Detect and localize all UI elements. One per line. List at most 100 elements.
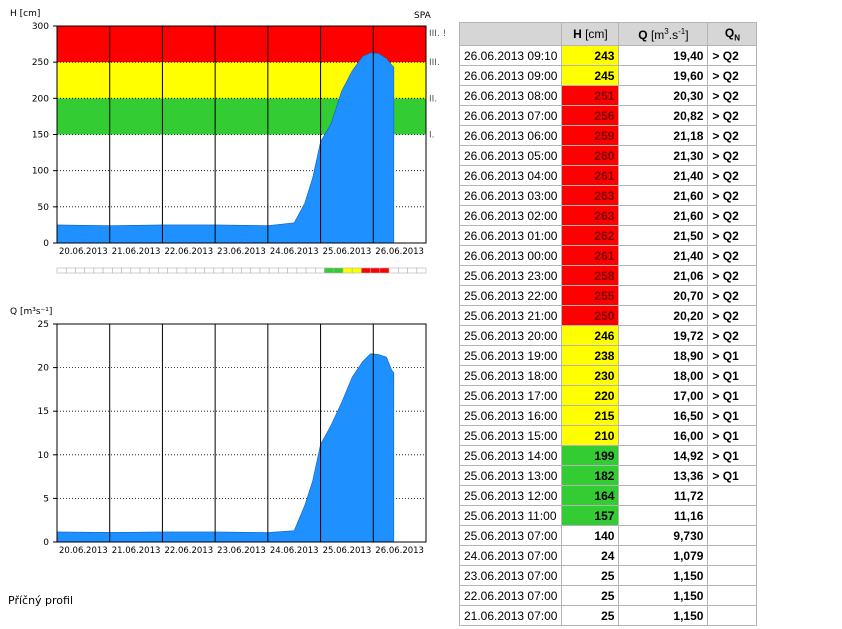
cell-time: 26.06.2013 02:00: [458, 205, 563, 226]
cell-q: 21,30: [618, 145, 709, 166]
cell-time: 26.06.2013 07:00: [458, 105, 563, 126]
table-row: 26.06.2013 00:00 261 21,40 > Q2: [458, 245, 758, 266]
cell-qn: > Q1: [707, 345, 758, 366]
cell-qn: > Q2: [707, 45, 758, 66]
cell-qn: [707, 505, 758, 526]
level-strip-cell: [296, 267, 307, 274]
table-row: 26.06.2013 07:00 256 20,82 > Q2: [458, 105, 758, 126]
y-tick-label: 250: [32, 58, 49, 68]
series-area: [56, 353, 395, 543]
level-strip-cell: [84, 267, 95, 274]
cell-time: 25.06.2013 07:00: [458, 525, 563, 546]
cell-h: 250: [561, 305, 620, 326]
x-tick-label: 26.06.2013: [375, 546, 424, 556]
level-strip-cell: [148, 267, 159, 274]
cell-h: 230: [561, 365, 620, 386]
cell-qn: > Q2: [707, 265, 758, 286]
cell-h: 243: [561, 45, 620, 66]
level-strip-cell: [139, 267, 150, 274]
x-tick-label: 22.06.2013: [164, 247, 213, 257]
level-strip-cell: [130, 267, 141, 274]
level-strip-cell: [167, 267, 178, 274]
cell-qn: > Q2: [707, 185, 758, 206]
x-tick-label: 25.06.2013: [323, 546, 372, 556]
level-strip-cell: [56, 267, 67, 274]
water-level-chart: I. II. III. III. ! SPA 0 50 100 150 200 250 300 H [c…: [10, 9, 446, 274]
cell-q: 21,18: [618, 125, 709, 146]
band-label-2: II.: [429, 94, 437, 104]
cell-h: 210: [561, 425, 620, 446]
x-tick-label: 21.06.2013: [112, 247, 161, 257]
cell-q: 20,70: [618, 285, 709, 306]
x-tick-label: 21.06.2013: [112, 546, 161, 556]
table-row: 21.06.2013 07:00 25 1,150: [458, 605, 758, 626]
table-row: 26.06.2013 09:00 245 19,60 > Q2: [458, 65, 758, 86]
cell-q: 20,30: [618, 85, 709, 106]
level-strip-cell: [241, 267, 252, 274]
table-row: 25.06.2013 23:00 258 21,06 > Q2: [458, 265, 758, 286]
table-row: 25.06.2013 18:00 230 18,00 > Q1: [458, 365, 758, 386]
cell-q: 9,730: [618, 525, 709, 546]
cell-time: 24.06.2013 07:00: [458, 545, 563, 566]
header-qn: QN: [707, 22, 758, 46]
level-strip-cell: [268, 267, 279, 274]
y-tick-label: 200: [32, 94, 49, 104]
corner-label: SPA: [414, 11, 432, 21]
y-tick-label: 0: [43, 538, 49, 548]
cell-h: 256: [561, 105, 620, 126]
cell-time: 26.06.2013 00:00: [458, 245, 563, 266]
cell-time: 26.06.2013 09:10: [458, 45, 563, 66]
level-strip-cell: [204, 267, 215, 274]
level-strip-cell: [370, 267, 381, 274]
level-strip-cell: [416, 267, 427, 274]
x-tick-label: 23.06.2013: [217, 247, 266, 257]
cell-time: 26.06.2013 08:00: [458, 85, 563, 106]
cell-h: 24: [561, 545, 620, 566]
level-strip: [56, 267, 427, 274]
cell-h: 25: [561, 605, 620, 626]
cell-time: 25.06.2013 21:00: [458, 305, 563, 326]
level-strip-cell: [65, 267, 76, 274]
cell-time: 26.06.2013 04:00: [458, 165, 563, 186]
cell-time: 21.06.2013 07:00: [458, 605, 563, 626]
level-strip-cell: [222, 267, 233, 274]
cell-q: 1,150: [618, 585, 709, 606]
table-row: 26.06.2013 05:00 260 21,30 > Q2: [458, 145, 758, 166]
cell-q: 1,150: [618, 565, 709, 586]
cell-qn: > Q1: [707, 445, 758, 466]
cell-time: 25.06.2013 11:00: [458, 505, 563, 526]
level-strip-cell: [314, 267, 325, 274]
cell-h: 261: [561, 245, 620, 266]
x-tick-label: 23.06.2013: [217, 546, 266, 556]
cell-qn: > Q1: [707, 405, 758, 426]
cell-qn: [707, 585, 758, 606]
table-row: 26.06.2013 02:00 263 21,60 > Q2: [458, 205, 758, 226]
cell-time: 25.06.2013 17:00: [458, 385, 563, 406]
y-axis-label: Q [m³s⁻¹]: [10, 307, 52, 317]
cell-q: 1,079: [618, 545, 709, 566]
measurements-table: H [cm] Q [m3.s-1] QN 26.06.2013 09:10 243…: [458, 22, 758, 626]
level-strip-cell: [213, 267, 224, 274]
cell-qn: [707, 565, 758, 586]
cell-time: 26.06.2013 01:00: [458, 225, 563, 246]
cell-h: 25: [561, 585, 620, 606]
level-strip-cell: [102, 267, 113, 274]
cell-h: 164: [561, 485, 620, 506]
x-tick-label: 25.06.2013: [323, 247, 372, 257]
cell-q: 1,150: [618, 605, 709, 626]
y-tick-label: 300: [32, 22, 49, 32]
cell-qn: > Q1: [707, 465, 758, 486]
cell-time: 25.06.2013 22:00: [458, 285, 563, 306]
header-q: Q [m3.s-1]: [618, 22, 709, 46]
cross-section-label: Příčný profil: [8, 594, 74, 607]
cell-q: 19,60: [618, 65, 709, 86]
header-time: [458, 22, 563, 46]
y-tick-label: 25: [38, 320, 49, 330]
level-strip-cell: [231, 267, 242, 274]
y-tick-label: 10: [38, 451, 50, 461]
cell-h: 251: [561, 85, 620, 106]
cell-q: 11,16: [618, 505, 709, 526]
level-strip-cell: [185, 267, 196, 274]
level-strip-cell: [278, 267, 288, 274]
table-row: 26.06.2013 09:10 243 19,40 > Q2: [458, 45, 758, 66]
